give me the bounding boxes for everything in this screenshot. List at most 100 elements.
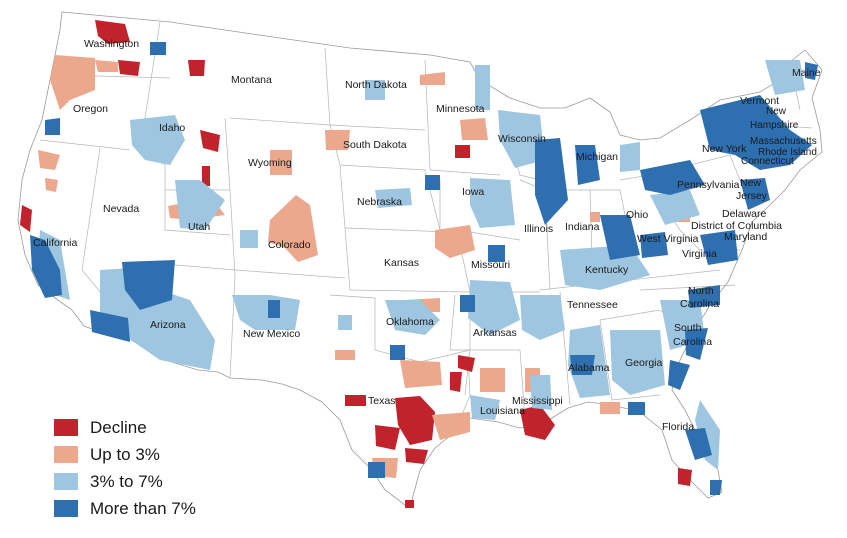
state-label-new-york: New York xyxy=(702,143,747,155)
county-over-7 xyxy=(628,402,645,415)
county-over-7 xyxy=(640,232,668,258)
state-label-south-carolina-1: South xyxy=(674,322,702,334)
county-up-to-3 xyxy=(480,368,505,392)
state-label-maine: Maine xyxy=(792,67,821,79)
county-over-7 xyxy=(425,175,440,190)
state-label-new-jersey-2: Jersey xyxy=(736,190,768,202)
state-label-alabama: Alabama xyxy=(568,362,610,374)
state-label-florida: Florida xyxy=(662,421,694,433)
county-over-7 xyxy=(90,310,130,342)
state-label-michigan: Michigan xyxy=(576,151,618,163)
state-label-ohio: Ohio xyxy=(626,209,648,221)
county-3-to-7 xyxy=(498,110,545,168)
county-up-to-3 xyxy=(95,60,118,72)
state-label-new-jersey-1: New xyxy=(740,177,761,189)
county-decline xyxy=(458,355,475,372)
county-over-7 xyxy=(600,215,640,260)
county-up-to-3 xyxy=(50,55,95,110)
county-decline xyxy=(375,425,400,450)
state-label-minnesota: Minnesota xyxy=(436,103,485,115)
state-label-new-mexico: New Mexico xyxy=(243,328,300,340)
state-label-kansas: Kansas xyxy=(384,257,419,269)
state-label-arizona: Arizona xyxy=(150,319,186,331)
county-over-7 xyxy=(122,260,175,310)
legend-label: Decline xyxy=(90,417,147,437)
state-label-nevada: Nevada xyxy=(103,203,139,215)
county-up-to-3 xyxy=(335,350,355,360)
county-3-to-7 xyxy=(610,330,665,395)
county-decline xyxy=(188,60,205,76)
state-label-oregon: Oregon xyxy=(73,103,108,115)
state-label-missouri: Missouri xyxy=(471,259,510,271)
county-over-7 xyxy=(368,462,385,478)
county-3-to-7 xyxy=(468,280,520,335)
county-3-to-7 xyxy=(520,295,565,340)
state-labels: Washington Oregon California Idaho Nevad… xyxy=(33,38,821,433)
state-label-new-hampshire-2: Hampshire xyxy=(750,120,799,131)
state-label-vermont: Vermont xyxy=(740,95,779,107)
state-label-delaware: Delaware xyxy=(722,208,767,220)
state-label-maryland: Maryland xyxy=(724,231,767,243)
county-3-to-7 xyxy=(365,80,385,100)
county-up-to-3 xyxy=(268,195,318,262)
state-label-tennessee: Tennessee xyxy=(567,299,618,311)
state-label-utah: Utah xyxy=(188,221,210,233)
county-up-to-3 xyxy=(45,178,58,192)
county-3-to-7 xyxy=(175,180,225,230)
county-3-to-7 xyxy=(620,142,640,172)
legend-label: 3% to 7% xyxy=(90,471,163,491)
county-up-to-3 xyxy=(600,402,620,414)
state-label-washington: Washington xyxy=(84,38,139,50)
county-over-7 xyxy=(668,360,690,390)
county-up-to-3 xyxy=(590,212,600,222)
county-up-to-3 xyxy=(325,130,350,150)
state-label-illinois: Illinois xyxy=(524,223,553,235)
county-3-to-7 xyxy=(695,400,720,470)
state-label-north-carolina-1: North xyxy=(688,285,714,297)
county-decline xyxy=(405,448,428,464)
state-label-wyoming: Wyoming xyxy=(248,157,292,169)
state-label-georgia: Georgia xyxy=(625,357,663,369)
state-label-california: California xyxy=(33,237,78,249)
legend-item-decline: Decline xyxy=(54,414,196,441)
county-over-7 xyxy=(700,230,738,265)
county-over-7 xyxy=(488,245,505,262)
county-up-to-3 xyxy=(38,150,60,170)
state-label-mississippi: Mississippi xyxy=(512,395,563,407)
legend-swatch xyxy=(54,473,78,490)
county-over-7 xyxy=(688,285,720,308)
legend-swatch xyxy=(54,446,78,463)
legend-label: Up to 3% xyxy=(90,444,160,464)
state-label-south-carolina-2: Carolina xyxy=(673,336,712,348)
county-3-to-7 xyxy=(650,190,700,225)
state-label-rhode-island: Rhode Island xyxy=(758,147,817,158)
county-over-7 xyxy=(805,62,818,80)
county-decline xyxy=(520,405,555,440)
legend-swatch xyxy=(54,500,78,517)
legend-swatch xyxy=(54,419,78,436)
county-up-to-3 xyxy=(400,360,442,388)
county-3-to-7 xyxy=(240,230,258,248)
county-3-to-7 xyxy=(765,60,805,95)
county-up-to-3 xyxy=(420,72,445,85)
state-label-oklahoma: Oklahoma xyxy=(386,316,434,328)
county-decline xyxy=(405,500,414,508)
county-3-to-7 xyxy=(475,65,490,110)
county-over-7 xyxy=(740,178,770,210)
state-label-south-dakota: South Dakota xyxy=(343,139,407,151)
state-label-wisconsin: Wisconsin xyxy=(498,133,546,145)
county-over-7 xyxy=(460,295,475,312)
state-label-colorado: Colorado xyxy=(268,239,311,251)
county-over-7 xyxy=(45,118,60,135)
state-label-virginia: Virginia xyxy=(682,248,717,260)
county-over-7 xyxy=(30,235,62,298)
county-3-to-7 xyxy=(530,375,552,410)
county-decline xyxy=(20,205,32,232)
state-label-nebraska: Nebraska xyxy=(357,196,402,208)
county-3-to-7 xyxy=(470,178,515,228)
county-3-to-7 xyxy=(470,395,500,420)
county-over-7 xyxy=(685,328,708,360)
state-label-montana: Montana xyxy=(231,74,272,86)
state-label-arkansas: Arkansas xyxy=(473,327,517,339)
